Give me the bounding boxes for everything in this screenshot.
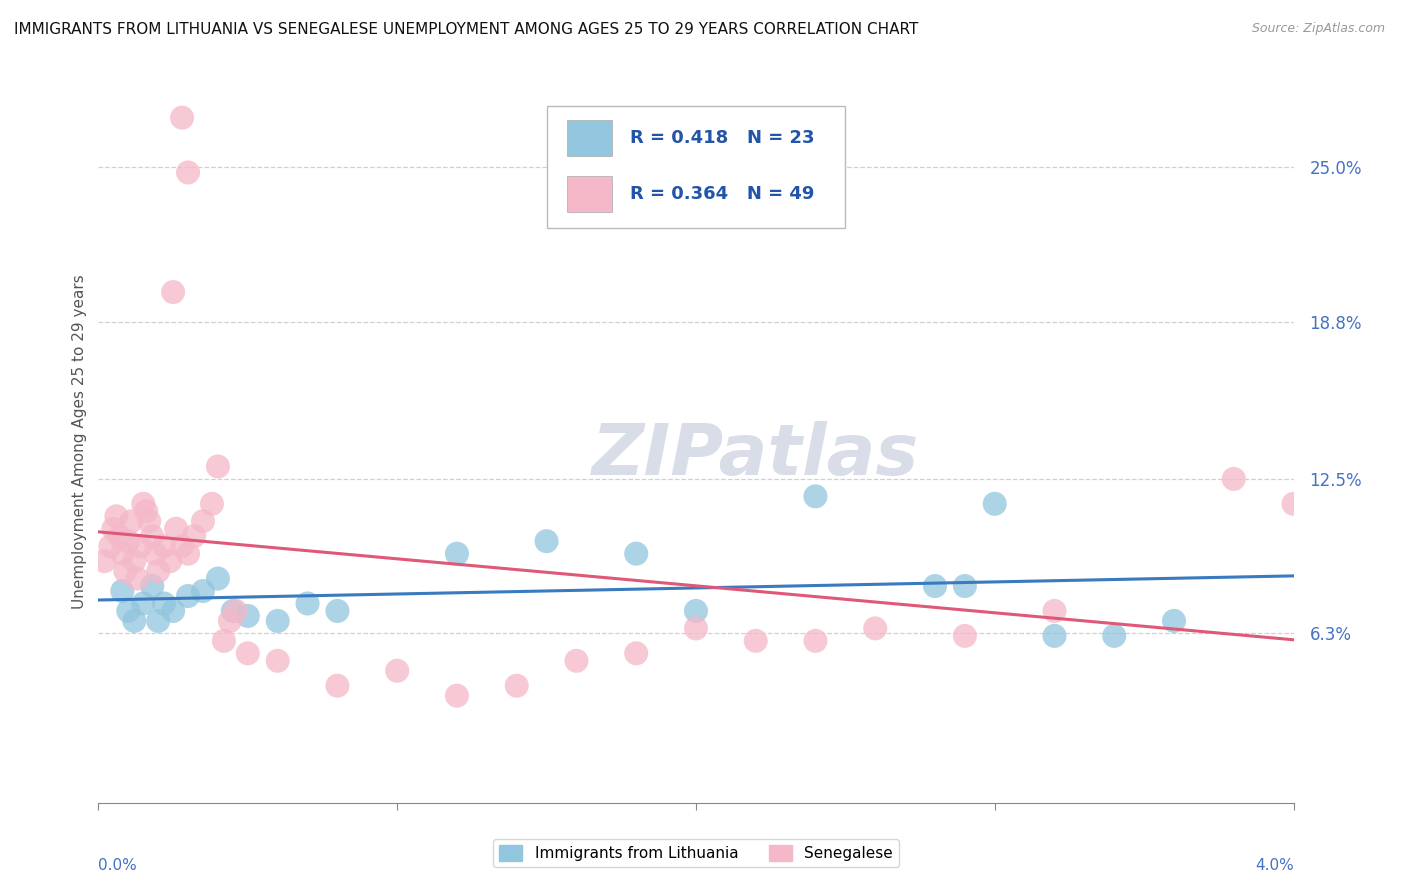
Point [114,564,136,578]
Point [127,572,149,586]
Text: R = 0.364   N = 49: R = 0.364 N = 49 [630,185,814,203]
Point [105,509,128,524]
Point [626,547,648,561]
Point [177,547,200,561]
Point [804,489,827,503]
Point [153,597,176,611]
Text: ZIPatlas: ZIPatlas [592,422,920,491]
Point [93,554,115,568]
Point [117,604,139,618]
Point [565,654,588,668]
Point [162,285,184,299]
Point [506,679,529,693]
Point [924,579,946,593]
Point [1043,604,1066,618]
Point [191,584,214,599]
Point [207,459,229,474]
Point [177,589,200,603]
Point [117,534,139,549]
Point [207,572,229,586]
Text: 4.0%: 4.0% [1254,857,1294,872]
Legend: Immigrants from Lithuania, Senegalese: Immigrants from Lithuania, Senegalese [494,839,898,867]
Point [159,554,181,568]
Point [108,529,131,543]
Point [138,514,160,528]
Point [865,621,887,635]
Point [219,614,242,628]
Point [177,165,200,179]
Point [165,522,187,536]
Point [236,646,259,660]
Point [212,633,235,648]
Point [1223,472,1246,486]
FancyBboxPatch shape [547,105,845,228]
Point [201,497,224,511]
Y-axis label: Unemployment Among Ages 25 to 29 years: Unemployment Among Ages 25 to 29 years [72,274,87,609]
Point [953,579,976,593]
Point [1163,614,1185,628]
Point [172,539,194,553]
Point [132,497,155,511]
Point [141,529,163,543]
Point [111,547,134,561]
Point [132,597,155,611]
Point [446,547,468,561]
Point [267,614,290,628]
Point [385,664,409,678]
Point [267,654,290,668]
Point [1043,629,1066,643]
Text: 0.0%: 0.0% [98,857,138,872]
Point [1104,629,1126,643]
Point [148,614,170,628]
FancyBboxPatch shape [567,120,613,156]
Point [141,579,163,593]
Point [446,689,468,703]
Point [120,514,142,528]
Point [326,604,349,618]
Point [129,539,152,553]
Text: R = 0.418   N = 23: R = 0.418 N = 23 [630,129,814,147]
Point [745,633,768,648]
Point [984,497,1007,511]
Point [804,633,827,648]
Point [536,534,558,549]
Point [1282,497,1305,511]
Text: Source: ZipAtlas.com: Source: ZipAtlas.com [1251,22,1385,36]
Point [98,539,122,553]
Point [172,111,194,125]
Point [162,604,184,618]
Point [153,539,176,553]
Point [953,629,976,643]
Point [124,614,146,628]
Point [148,564,170,578]
Point [135,504,157,518]
FancyBboxPatch shape [567,176,613,211]
Point [626,646,648,660]
Point [191,514,214,528]
Point [326,679,349,693]
Point [225,604,247,618]
Point [297,597,319,611]
Point [111,584,134,599]
Point [124,554,146,568]
Point [103,522,125,536]
Text: IMMIGRANTS FROM LITHUANIA VS SENEGALESE UNEMPLOYMENT AMONG AGES 25 TO 29 YEARS C: IMMIGRANTS FROM LITHUANIA VS SENEGALESE … [14,22,918,37]
Point [236,609,259,624]
Point [143,547,166,561]
Point [183,529,205,543]
Point [685,604,707,618]
Point [222,604,245,618]
Point [685,621,707,635]
